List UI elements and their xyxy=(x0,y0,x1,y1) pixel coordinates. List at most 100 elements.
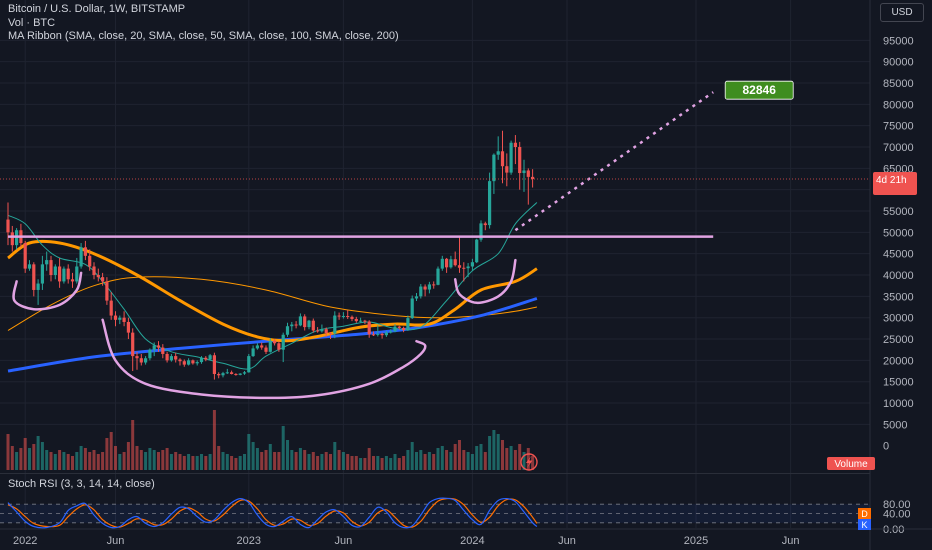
candle-body xyxy=(414,296,419,299)
candle-body xyxy=(92,266,96,276)
volume-bar xyxy=(139,450,143,470)
volume-bar xyxy=(350,456,354,470)
volume-bar xyxy=(509,446,513,470)
volume-bar xyxy=(225,454,229,470)
candle-body xyxy=(221,373,225,376)
volume-bar xyxy=(23,438,27,470)
price-tick-label: 45000 xyxy=(883,249,914,261)
volume-bar xyxy=(58,450,62,470)
volume-bar xyxy=(290,450,294,470)
candle-body xyxy=(410,298,414,319)
volume-bar xyxy=(191,456,195,470)
volume-bar xyxy=(410,442,414,470)
volume-bar xyxy=(393,454,397,470)
candle-body xyxy=(393,326,397,332)
volume-bar xyxy=(333,442,337,470)
cup-arc xyxy=(453,258,517,305)
volume-bar xyxy=(71,456,74,470)
candle-body xyxy=(307,320,311,328)
candle-body xyxy=(96,275,100,278)
volume-bar xyxy=(131,420,135,470)
volume-bar xyxy=(105,438,109,470)
volume-bar xyxy=(260,452,264,470)
candle-body xyxy=(475,239,479,263)
volume-bar xyxy=(501,440,504,470)
candle-body xyxy=(354,318,358,322)
candle-body xyxy=(58,266,62,282)
volume-bar xyxy=(32,444,36,470)
rsi-tick-label: 0.00 xyxy=(883,524,904,536)
volume-bar xyxy=(307,454,311,470)
currency-button[interactable]: USD xyxy=(880,3,924,22)
stoch-d-line xyxy=(7,497,538,528)
volume-bar xyxy=(518,444,522,470)
candle-body xyxy=(234,374,238,376)
candle-body xyxy=(40,264,44,284)
candle-body xyxy=(462,267,466,269)
price-tick-label: 90000 xyxy=(883,57,914,69)
lightning-icon[interactable] xyxy=(520,453,538,471)
rsi-tick-label: 40.00 xyxy=(883,509,911,521)
candle-body xyxy=(156,345,161,348)
candle-body xyxy=(509,142,513,173)
volume-bar xyxy=(402,456,406,470)
volume-bar xyxy=(376,456,380,470)
candle-body xyxy=(350,316,354,319)
candle-body xyxy=(75,266,79,282)
volume-bar xyxy=(182,456,186,470)
time-tick-label: Jun xyxy=(335,535,353,547)
price-tick-label: 25000 xyxy=(883,334,914,346)
candle-body xyxy=(363,320,367,322)
candle-body xyxy=(23,243,27,269)
volume-bar xyxy=(475,446,479,470)
candle-body xyxy=(230,372,234,375)
candle-body xyxy=(36,283,40,290)
volume-bar xyxy=(174,452,178,470)
volume-bar xyxy=(15,452,19,470)
price-tick-label: 50000 xyxy=(883,227,914,239)
volume-bar xyxy=(479,444,483,470)
last-price-tag: 4d 21h xyxy=(873,172,917,196)
k-tag: K xyxy=(861,520,867,530)
volume-bar xyxy=(329,454,332,470)
target-label-box[interactable]: 82846 xyxy=(724,80,794,100)
candle-body xyxy=(389,331,393,333)
candle-body xyxy=(311,320,315,331)
volume-bar xyxy=(83,448,87,470)
candle-body xyxy=(10,232,14,246)
candle-body xyxy=(376,333,380,335)
user-drawings xyxy=(0,91,870,400)
volume-bar xyxy=(109,432,113,470)
volume-bar xyxy=(294,452,298,470)
volume-bar xyxy=(341,452,345,470)
volume-bar xyxy=(200,454,203,470)
time-tick-label: 2023 xyxy=(237,535,261,547)
candle-body xyxy=(191,360,195,364)
volume-bar xyxy=(230,456,234,470)
volume-bar xyxy=(324,452,328,470)
candle-body xyxy=(178,359,182,362)
volume-bar xyxy=(212,410,216,470)
price-grid xyxy=(0,39,870,425)
candle-body xyxy=(225,372,229,374)
volume-bar xyxy=(470,454,474,470)
candle-body xyxy=(328,333,333,335)
ma20-line xyxy=(7,202,538,370)
ma-ribbon-legend: MA Ribbon (SMA, close, 20, SMA, close, 5… xyxy=(8,30,399,42)
candle-body xyxy=(152,345,156,350)
candle-body xyxy=(88,255,92,267)
volume-bar xyxy=(79,446,83,470)
volume-bar xyxy=(462,450,466,470)
price-tick-label: 40000 xyxy=(883,270,914,282)
candle-body xyxy=(285,326,290,335)
volume-bar xyxy=(346,454,350,470)
volume-bar xyxy=(157,452,160,470)
volume-label: Volume xyxy=(834,459,868,470)
volume-bar xyxy=(247,434,251,470)
volume-bar xyxy=(337,450,341,470)
volume-bar xyxy=(483,452,487,470)
candle-body xyxy=(83,247,87,256)
candle-body xyxy=(131,332,135,357)
candle-body xyxy=(204,357,208,360)
